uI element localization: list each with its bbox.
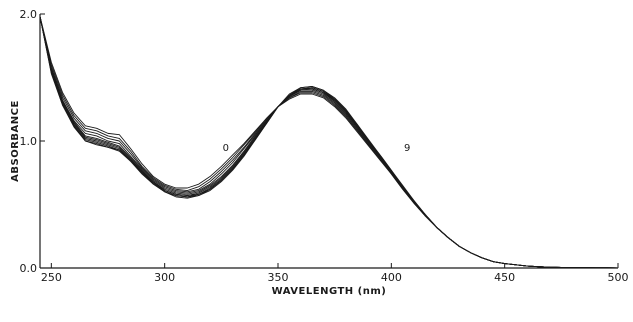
spectrum-curve-5 <box>39 16 619 269</box>
spectrum-curve-3 <box>39 16 619 269</box>
spectrum-curve-0 <box>39 16 619 269</box>
spectrum-curve-7 <box>39 16 619 269</box>
y-axis-ticks: 0.0 1.0 2.0 <box>20 8 45 275</box>
x-tick-label: 300 <box>154 271 175 284</box>
x-tick-label: 450 <box>494 271 515 284</box>
x-tick-label: 250 <box>41 271 62 284</box>
y-tick-label: 0.0 <box>20 262 38 275</box>
curve-annotation: 9 <box>404 143 410 154</box>
y-tick-label: 1.0 <box>20 135 38 148</box>
curve-annotation: 0 <box>223 143 229 154</box>
x-axis-ticks: 250 300 350 400 450 500 <box>41 263 629 284</box>
spectrum-curve-9 <box>39 16 619 269</box>
x-axis-label: WAVELENGTH (nm) <box>272 286 387 297</box>
x-tick-label: 400 <box>381 271 402 284</box>
spectrum-curve-2 <box>39 16 619 269</box>
spectrum-curve-8 <box>39 16 619 269</box>
x-tick-label: 350 <box>268 271 289 284</box>
spectrum-curve-4 <box>39 16 619 269</box>
spectrum-curve-1 <box>39 16 619 269</box>
spectrum-curve-6 <box>39 16 619 269</box>
x-tick-label: 500 <box>608 271 629 284</box>
spectra-curves <box>39 16 619 269</box>
y-axis-label: ABSORBANCE <box>10 100 21 182</box>
y-tick-label: 2.0 <box>20 8 38 21</box>
